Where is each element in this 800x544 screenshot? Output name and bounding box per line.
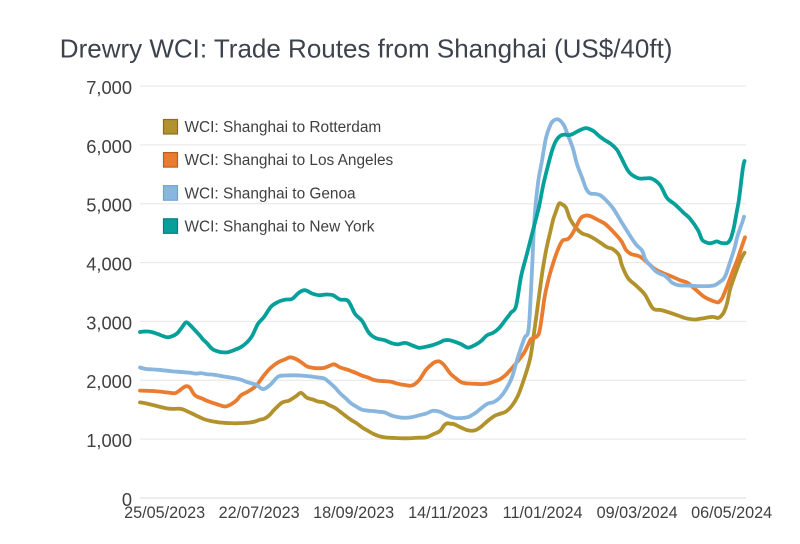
svg-text:2,000: 2,000: [86, 371, 132, 392]
svg-text:7,000: 7,000: [86, 77, 132, 98]
svg-text:18/09/2023: 18/09/2023: [313, 504, 394, 522]
svg-text:4,000: 4,000: [86, 254, 132, 275]
svg-text:WCI: Shanghai to Los Angeles: WCI: Shanghai to Los Angeles: [185, 152, 394, 169]
svg-text:WCI: Shanghai to New York: WCI: Shanghai to New York: [185, 218, 375, 235]
svg-text:09/03/2024: 09/03/2024: [597, 504, 678, 522]
svg-text:25/05/2023: 25/05/2023: [124, 504, 205, 522]
svg-text:WCI: Shanghai to Rotterdam: WCI: Shanghai to Rotterdam: [185, 119, 382, 136]
svg-text:3,000: 3,000: [86, 312, 132, 333]
svg-text:0: 0: [122, 489, 132, 510]
svg-text:Drewry WCI: Trade Routes from: Drewry WCI: Trade Routes from Shanghai (…: [60, 34, 673, 64]
svg-text:14/11/2023: 14/11/2023: [408, 504, 488, 522]
svg-text:5,000: 5,000: [86, 195, 132, 216]
svg-text:6,000: 6,000: [86, 136, 132, 157]
svg-text:1,000: 1,000: [86, 430, 132, 451]
svg-text:06/05/2024: 06/05/2024: [691, 504, 772, 522]
svg-text:22/07/2023: 22/07/2023: [219, 504, 300, 522]
svg-text:WCI: Shanghai to Genoa: WCI: Shanghai to Genoa: [185, 185, 357, 202]
svg-text:11/01/2024: 11/01/2024: [503, 504, 583, 522]
